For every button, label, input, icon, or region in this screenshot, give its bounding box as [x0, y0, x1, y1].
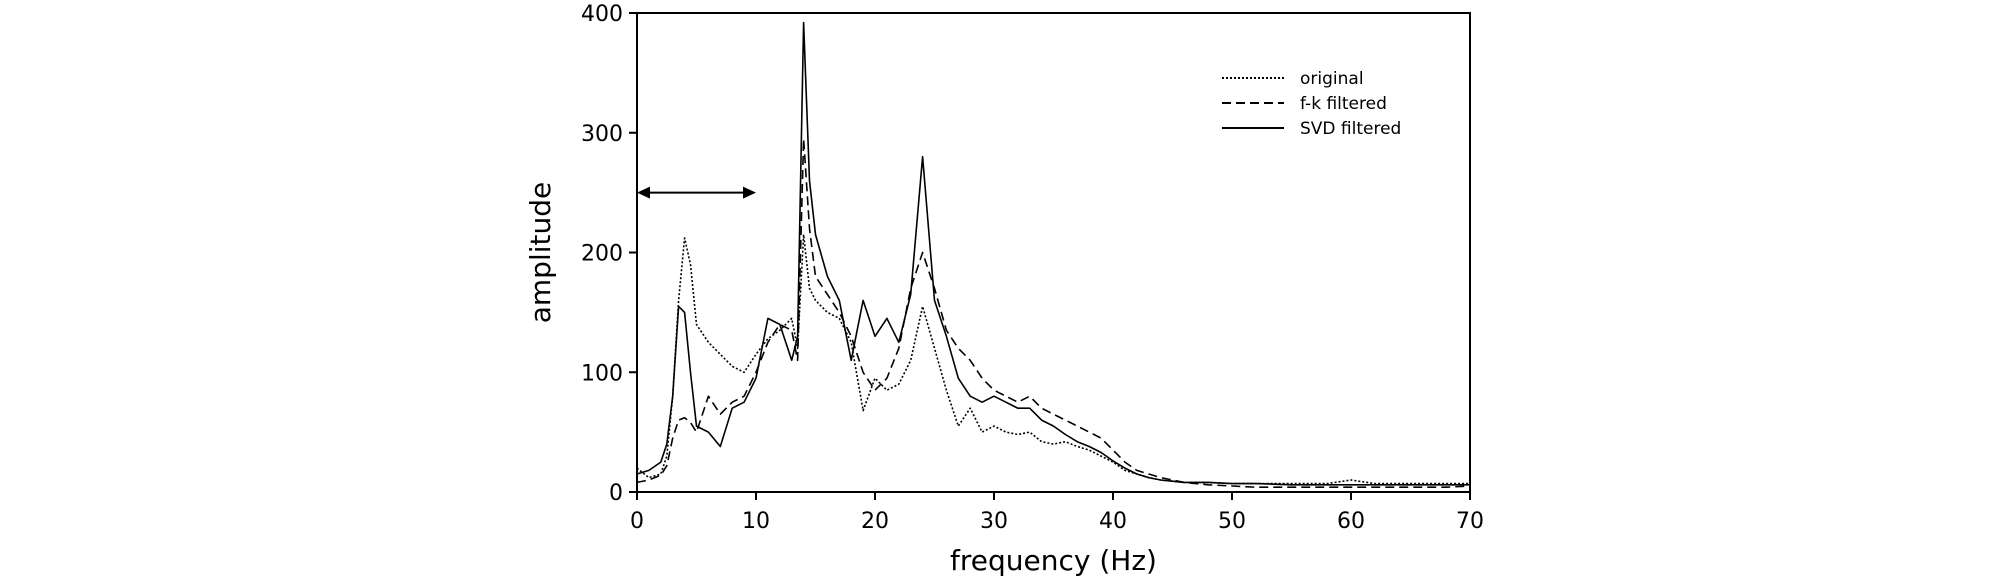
series-line-f-k-filtered	[636, 137, 1471, 488]
series-line-original	[636, 233, 1470, 485]
y-tick-label: 200	[581, 242, 623, 267]
y-axis-title: amplitude	[524, 182, 557, 324]
arrowhead-right-icon	[743, 186, 756, 199]
arrowhead-left-icon	[637, 186, 650, 199]
x-tick-label: 30	[980, 509, 1008, 534]
x-tick-label: 10	[742, 509, 770, 534]
legend-label: original	[1300, 69, 1364, 89]
x-tick-label: 20	[861, 509, 889, 534]
x-tick-label: 70	[1456, 509, 1484, 534]
y-tick-label: 400	[581, 2, 623, 27]
y-tick-label: 0	[609, 481, 623, 506]
x-tick-label: 60	[1337, 509, 1365, 534]
series-line-svd-filtered	[636, 21, 1470, 486]
x-tick-label: 50	[1218, 509, 1246, 534]
x-axis-title: frequency (Hz)	[950, 544, 1157, 577]
tick-layer: 0 10 20 30 40 50 60 70 0 100 200 300 400	[581, 2, 1484, 534]
legend-label: f-k filtered	[1300, 94, 1387, 114]
x-tick-label: 40	[1099, 509, 1127, 534]
x-tick-label: 0	[630, 509, 644, 534]
series-layer	[636, 21, 1471, 488]
legend-label: SVD filtered	[1300, 119, 1401, 139]
range-annotation	[637, 186, 756, 199]
y-tick-label: 300	[581, 122, 623, 147]
legend: original f-k filtered SVD filtered	[1222, 69, 1401, 139]
y-tick-label: 100	[581, 361, 623, 386]
